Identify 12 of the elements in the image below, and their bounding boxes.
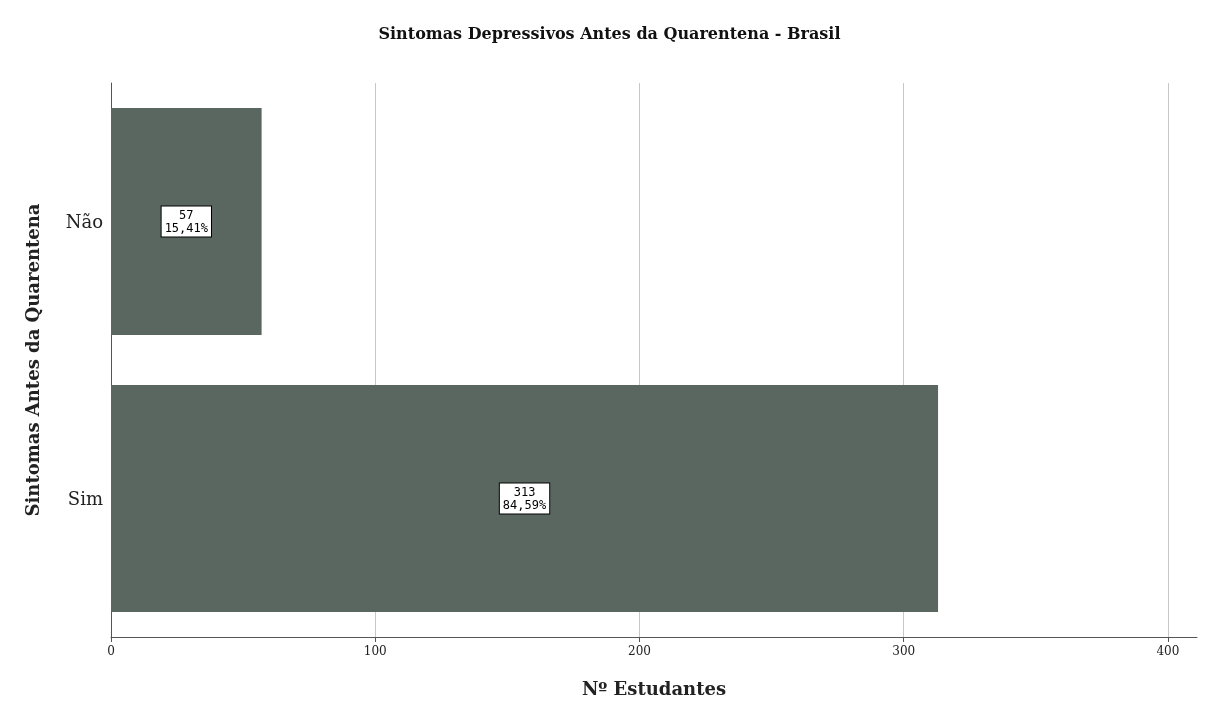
data-label: 313 84,59% (502, 485, 547, 512)
chart-title: Sintomas Depressivos Antes da Quarentena - Brasil (378, 23, 841, 43)
x-tick-label: 300 (892, 644, 916, 658)
y-axis-title: Sintomas Antes da Quarentena (21, 203, 43, 517)
data-label: 57 15,41% (164, 208, 209, 235)
x-tick-label: 400 (1156, 644, 1180, 658)
y-tick-label: Não (65, 211, 103, 232)
x-tick-label: 0 (107, 644, 115, 658)
x-tick-label: 100 (363, 644, 387, 658)
x-tick-label: 200 (628, 644, 651, 658)
y-tick-label: Sim (67, 488, 103, 509)
x-axis-title: Nº Estudantes (581, 677, 727, 699)
